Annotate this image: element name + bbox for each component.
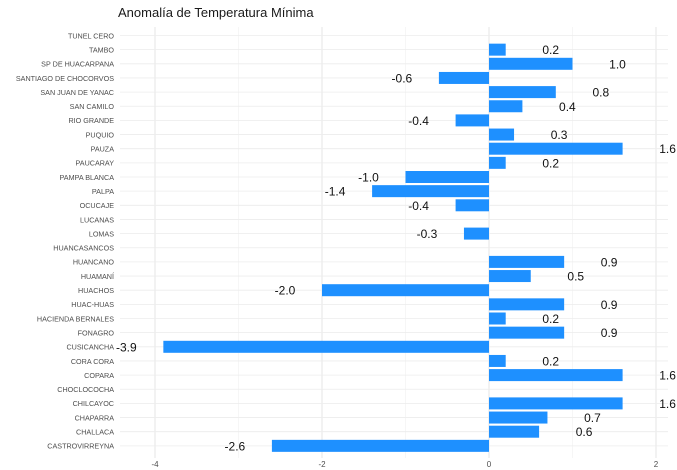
category-label: CUSICANCHA: [66, 343, 114, 352]
value-label: -0.4: [408, 199, 429, 213]
category-label: CORA CORA: [71, 357, 114, 366]
value-label: -3.9: [116, 340, 137, 354]
bar: [489, 397, 623, 410]
bar: [489, 298, 565, 311]
value-label: 0.2: [542, 354, 559, 368]
bar: [438, 71, 489, 84]
value-label: 0.2: [542, 43, 559, 57]
bar: [455, 114, 489, 127]
category-label: SAN CAMILO: [70, 102, 115, 111]
category-label: CASTROVIRREYNA: [47, 442, 114, 451]
category-label: COPARA: [84, 371, 114, 380]
bar: [489, 270, 531, 283]
category-label: HUAC-HUAS: [71, 300, 114, 309]
category-label: TAMBO: [89, 45, 114, 54]
bar: [489, 326, 565, 339]
category-label: PAMPA BLANCA: [60, 173, 115, 182]
value-label: 0.5: [567, 270, 584, 284]
category-label: SANTIAGO DE CHOCORVOS: [16, 74, 114, 83]
bar: [489, 142, 623, 155]
bar: [489, 411, 548, 424]
category-label: LOMAS: [89, 229, 114, 238]
category-label: FONAGRO: [78, 328, 115, 337]
bar: [489, 255, 565, 268]
category-label: SP DE HUACARPANA: [41, 60, 114, 69]
value-label: -0.3: [417, 227, 438, 241]
value-label: -2.0: [275, 284, 296, 298]
x-tick-label: -2: [318, 460, 326, 469]
category-label: PAUZA: [91, 145, 115, 154]
bar: [489, 100, 523, 113]
category-label: CHALLACA: [76, 428, 114, 437]
bar: [405, 171, 489, 183]
category-label: CHAPARRA: [75, 413, 115, 422]
chart-title: Anomalía de Temperatura Mínima: [118, 5, 314, 20]
bar: [163, 340, 489, 353]
bar: [489, 86, 556, 99]
value-label: -2.6: [225, 439, 246, 453]
value-label: 1.6: [659, 369, 676, 383]
bar: [455, 199, 489, 212]
category-label: HACIENDA BERNALES: [37, 314, 114, 323]
category-label: PALPA: [92, 187, 114, 196]
category-label: CHOCLOCOCHA: [57, 385, 114, 394]
value-label: 0.9: [601, 255, 618, 269]
bar: [489, 312, 506, 325]
value-label: 0.7: [584, 411, 601, 425]
value-label: 0.2: [542, 156, 559, 170]
bar: [372, 185, 489, 198]
bar: [489, 354, 506, 367]
bar: [271, 439, 489, 452]
category-label: LUCANAS: [80, 215, 114, 224]
bar: [489, 128, 515, 141]
bar: [322, 284, 489, 297]
category-label: TUNEL CERO: [68, 31, 114, 40]
value-label: 1.0: [609, 57, 626, 71]
bar: [489, 57, 573, 70]
value-label: -0.6: [392, 71, 413, 85]
bar: [489, 156, 506, 169]
category-label: PUQUIO: [86, 130, 115, 139]
value-label: 1.6: [659, 142, 676, 156]
category-label: HUACHOS: [78, 286, 114, 295]
category-label: OCUCAJE: [80, 201, 115, 210]
category-label: RIO GRANDE: [68, 116, 114, 125]
value-label: 0.6: [576, 425, 593, 439]
category-label: CHILCAYOC: [73, 399, 114, 408]
category-label: PAUCARAY: [76, 159, 115, 168]
x-tick-label: 0: [487, 460, 492, 469]
value-label: 0.8: [592, 86, 609, 100]
x-tick-label: -4: [151, 460, 159, 469]
x-tick-label: 2: [654, 460, 659, 469]
value-label: 1.6: [659, 397, 676, 411]
value-label: -0.4: [408, 114, 429, 128]
value-label: 0.3: [551, 128, 568, 142]
category-label: SAN JUAN DE YANAC: [40, 88, 114, 97]
category-label: HUANCASANCOS: [53, 244, 114, 253]
value-label: 0.9: [601, 326, 618, 340]
value-label: 0.4: [559, 100, 576, 114]
bar: [489, 43, 506, 56]
category-label: HUANCANO: [73, 258, 115, 267]
value-label: 0.2: [542, 312, 559, 326]
bar: [463, 227, 489, 240]
value-label: -1.4: [325, 185, 346, 199]
value-label: 0.9: [601, 298, 618, 312]
bar: [489, 369, 623, 382]
bar: [489, 425, 540, 438]
category-label: HUAMANÍ: [81, 272, 114, 281]
value-label: -1.0: [358, 171, 379, 185]
